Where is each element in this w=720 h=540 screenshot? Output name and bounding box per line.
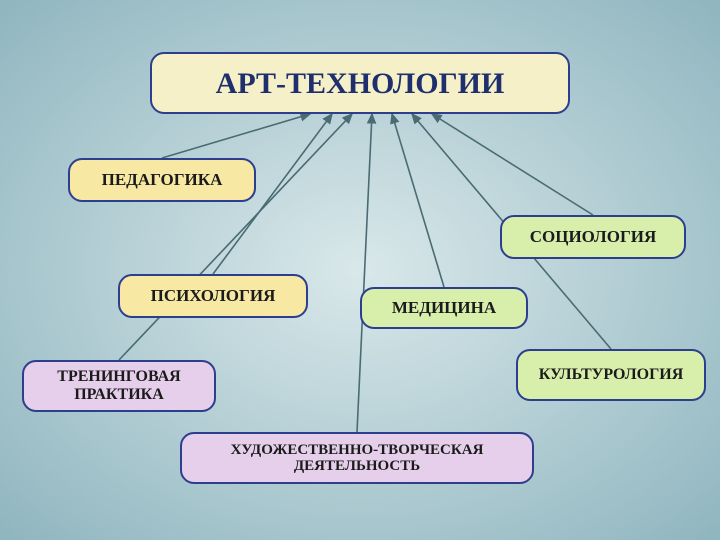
training-label: ТРЕНИНГОВАЯ ПРАКТИКА	[32, 368, 206, 403]
culturology-node: КУЛЬТУРОЛОГИЯ	[516, 349, 706, 401]
medicine-node: МЕДИЦИНА	[360, 287, 528, 329]
sociology-label: СОЦИОЛОГИЯ	[530, 228, 657, 247]
culturology-label: КУЛЬТУРОЛОГИЯ	[539, 366, 684, 384]
title-label: АРТ-ТЕХНОЛОГИИ	[216, 67, 505, 100]
psychology-label: ПСИХОЛОГИЯ	[151, 287, 276, 306]
medicine-label: МЕДИЦИНА	[392, 299, 496, 318]
sociology-node: СОЦИОЛОГИЯ	[500, 215, 686, 259]
artistic-label: ХУДОЖЕСТВЕННО-ТВОРЧЕСКАЯ ДЕЯТЕЛЬНОСТЬ	[190, 442, 524, 475]
diagram-stage: АРТ-ТЕХНОЛОГИИ ПЕДАГОГИКА СОЦИОЛОГИЯ ПСИ…	[0, 0, 720, 540]
pedagogy-node: ПЕДАГОГИКА	[68, 158, 256, 202]
training-node: ТРЕНИНГОВАЯ ПРАКТИКА	[22, 360, 216, 412]
title-node: АРТ-ТЕХНОЛОГИИ	[150, 52, 570, 114]
artistic-node: ХУДОЖЕСТВЕННО-ТВОРЧЕСКАЯ ДЕЯТЕЛЬНОСТЬ	[180, 432, 534, 484]
psychology-node: ПСИХОЛОГИЯ	[118, 274, 308, 318]
pedagogy-label: ПЕДАГОГИКА	[102, 171, 223, 190]
